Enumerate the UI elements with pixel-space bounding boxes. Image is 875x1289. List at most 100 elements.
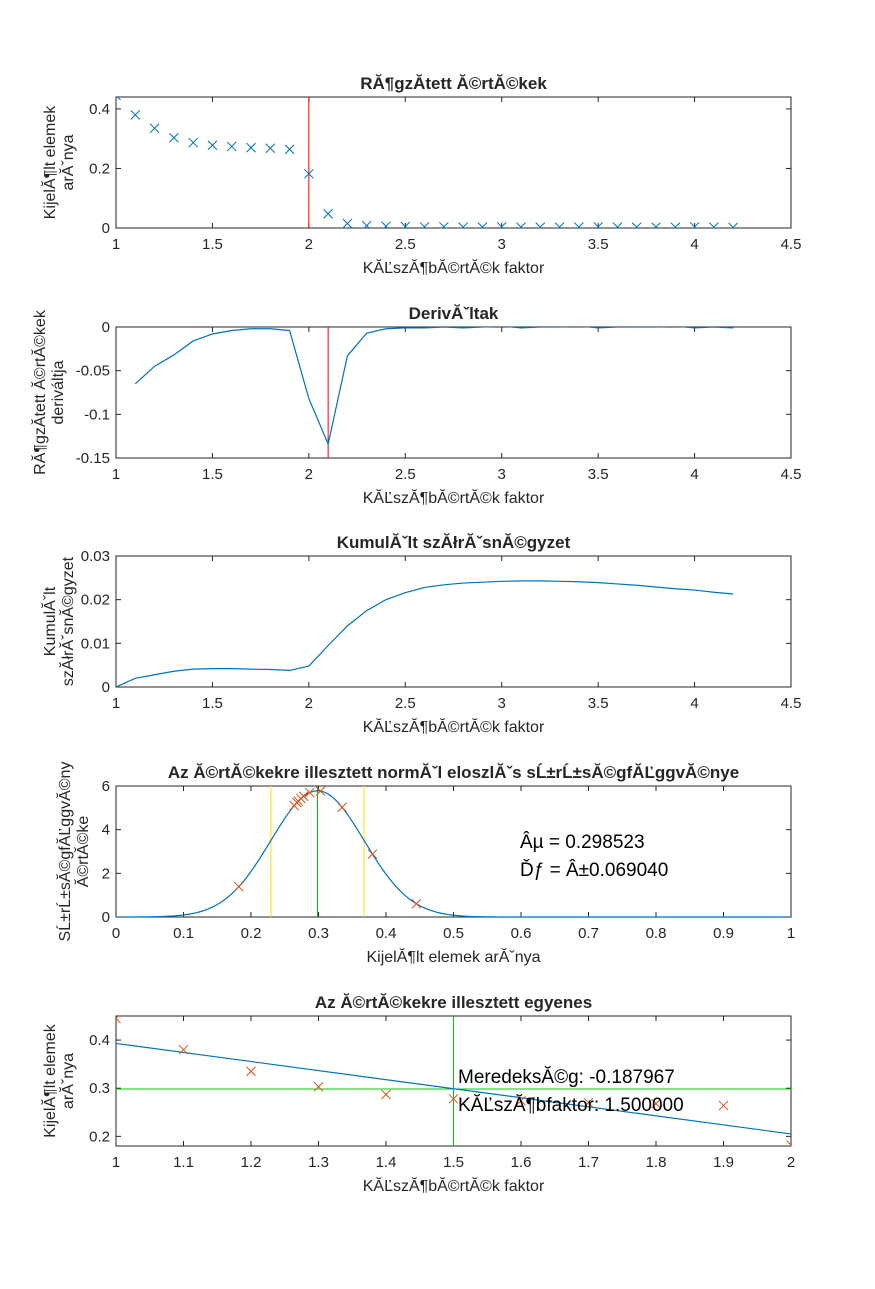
data-point xyxy=(554,222,565,228)
y-axis-label: KijelĂ¶lt elemekarĂˇnya xyxy=(40,105,77,220)
plot-derivatives: 1 1.5 2 2.5 3 3.5 4 4.5 -0.15 -0.1 -0.05 0 DerivĂˇlt… xyxy=(30,304,801,507)
x-tick-label: 3 xyxy=(498,695,506,712)
data-point xyxy=(448,1093,459,1104)
x-tick-label: 4.5 xyxy=(781,695,802,712)
pdf-curve xyxy=(116,790,791,917)
plot-fitted-line: 1 1.1 1.2 1.3 1.4 1.5 1.6 1.7 1.8 1.9 2 0.2 0.3 0.4 Az… xyxy=(40,993,795,1195)
x-tick-label: 3 xyxy=(498,236,506,253)
y-tick-label: -0.1 xyxy=(84,406,110,423)
data-point xyxy=(207,140,218,151)
y-tick-label: 0.2 xyxy=(89,160,110,177)
x-tick-label: 1.7 xyxy=(578,1154,599,1171)
x-tick-label: 1.5 xyxy=(202,466,223,483)
x-tick-label: 1 xyxy=(112,466,120,483)
y-tick-label: -0.05 xyxy=(76,363,110,380)
y-tick-label: 0.02 xyxy=(81,592,110,609)
y-tick-label: 0.3 xyxy=(89,1080,110,1097)
x-tick-label: 1 xyxy=(787,925,795,942)
annotation-text: Âµ = 0.298523 xyxy=(520,831,645,853)
y-tick-label: 0.03 xyxy=(81,548,110,565)
y-axis-label-line: SĹ±rĹ±sĂ©gfĂĽggvĂ©ny xyxy=(55,762,74,942)
x-tick-label: 2.5 xyxy=(395,695,416,712)
x-tick-label: 2 xyxy=(787,1154,795,1171)
x-tick-label: 0.2 xyxy=(241,925,262,942)
x-tick-label: 1.5 xyxy=(202,695,223,712)
y-tick-label: 0.01 xyxy=(81,635,110,652)
data-point xyxy=(535,222,546,228)
x-tick-label: 3.5 xyxy=(588,236,609,253)
chart-title: KumulĂˇlt szĂłrĂˇsnĂ©gyzet xyxy=(337,533,571,552)
data-point xyxy=(367,849,378,859)
x-tick-label: 1.2 xyxy=(241,1154,262,1171)
y-axis-label-line: arĂˇnya xyxy=(58,134,77,190)
x-tick-label: 4 xyxy=(690,466,698,483)
plot-area xyxy=(116,97,738,228)
x-tick-label: 0.8 xyxy=(646,925,667,942)
data-point xyxy=(574,222,584,228)
y-axis-label-line: szĂłrĂˇsnĂ©gyzet xyxy=(58,556,77,686)
chart-title: RĂ¶gzĂ­tett Ă©rtĂ©kek xyxy=(360,74,547,93)
x-tick-label: 4.5 xyxy=(781,466,802,483)
fit-line xyxy=(116,1042,791,1135)
x-tick-label: 0.1 xyxy=(173,925,194,942)
plot-area xyxy=(116,1016,791,1146)
data-point xyxy=(226,141,237,152)
data-point xyxy=(496,221,507,228)
y-axis-label-line: arĂˇnya xyxy=(58,1053,77,1109)
data-point xyxy=(583,1097,594,1108)
x-tick-label: 1 xyxy=(112,695,120,712)
y-tick-label: 0.4 xyxy=(89,101,110,118)
data-point xyxy=(381,221,391,228)
data-point xyxy=(651,222,661,228)
data-point xyxy=(651,1098,661,1109)
data-point xyxy=(315,786,326,796)
y-axis-label-line: KijelĂ¶lt elemek xyxy=(40,105,59,220)
y-axis-label: SĹ±rĹ±sĂ©gfĂĽggvĂ©nyĂ©rtĂ©ke xyxy=(55,762,92,942)
plot-cumulative-variance: 1 1.5 2 2.5 3 3.5 4 4.5 0 0.01 0.02 0.03 KumulĂˇlt s… xyxy=(40,533,801,736)
plot-area xyxy=(134,327,734,458)
data-point xyxy=(439,221,449,228)
chart-title: DerivĂˇltak xyxy=(409,304,499,323)
y-axis-label-line: Ă©rtĂ©ke xyxy=(73,816,92,888)
data-point xyxy=(265,143,276,154)
x-tick-label: 2 xyxy=(305,236,313,253)
x-tick-label: 1.3 xyxy=(308,1154,329,1171)
y-tick-label: 0.2 xyxy=(89,1128,110,1145)
data-point xyxy=(689,221,700,228)
x-tick-label: 1.1 xyxy=(173,1154,194,1171)
data-point xyxy=(116,1016,121,1024)
y-tick-label: -0.15 xyxy=(76,450,110,467)
data-point xyxy=(246,142,256,153)
x-tick-label: 0.7 xyxy=(578,925,599,942)
x-tick-label: 2 xyxy=(305,466,313,483)
x-tick-label: 1.5 xyxy=(443,1154,464,1171)
data-point xyxy=(304,168,314,179)
data-point xyxy=(411,898,422,909)
y-tick-label: 0.4 xyxy=(89,1032,110,1049)
data-point xyxy=(631,222,642,228)
x-axis-label: KĂĽszĂ¶bĂ©rtĂ©k faktor xyxy=(363,1176,545,1195)
x-tick-label: 3 xyxy=(498,466,506,483)
data-point xyxy=(361,220,372,228)
y-tick-label: 0 xyxy=(102,679,110,696)
plot-area xyxy=(116,580,734,687)
x-axis-label: KĂĽszĂ¶bĂ©rtĂ©k faktor xyxy=(363,258,545,277)
data-point xyxy=(246,1066,256,1077)
plot-normal-pdf: 0 0.1 0.2 0.3 0.4 0.5 0.6 0.7 0.8 0.9 1 0 2 4 6 Az Ă©rt… xyxy=(55,762,795,966)
annotation-text: KĂĽszĂ¶bfaktor: 1.500000 xyxy=(458,1095,684,1116)
data-point xyxy=(298,791,309,802)
data-point xyxy=(337,802,347,813)
x-axis-label: KĂĽszĂ¶bĂ©rtĂ©k faktor xyxy=(363,717,545,736)
data-point xyxy=(612,222,623,228)
y-tick-label: 0 xyxy=(102,319,110,336)
data-point xyxy=(516,1095,526,1106)
data-point xyxy=(381,1089,391,1100)
x-tick-label: 4 xyxy=(690,695,698,712)
x-tick-label: 1.4 xyxy=(376,1154,397,1171)
x-tick-label: 0.9 xyxy=(713,925,734,942)
data-point xyxy=(516,222,526,228)
data-point xyxy=(458,222,468,228)
x-tick-label: 2.5 xyxy=(395,466,416,483)
x-tick-label: 1.6 xyxy=(511,1154,532,1171)
